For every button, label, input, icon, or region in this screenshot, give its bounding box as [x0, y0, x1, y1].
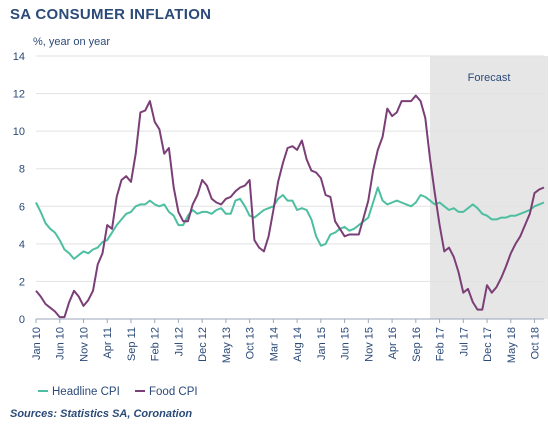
y-tick-label: 6 — [19, 201, 25, 213]
forecast-label: Forecast — [468, 72, 511, 84]
x-tick-label: Jan 15 — [316, 327, 328, 360]
x-tick-label: Oct 13 — [245, 327, 257, 359]
y-tick-label: 2 — [19, 276, 25, 288]
x-tick-label: Dec 12 — [197, 327, 209, 362]
y-tick-label: 14 — [13, 51, 25, 63]
x-tick-label: Feb 12 — [150, 327, 162, 361]
x-tick-label: Apr 16 — [387, 327, 399, 359]
x-tick-label: Aug 14 — [292, 327, 304, 362]
y-tick-label: 12 — [13, 89, 25, 101]
y-tick-label: 4 — [19, 239, 25, 251]
x-tick-label: Mar 14 — [268, 327, 280, 361]
y-tick-label: 0 — [19, 314, 25, 326]
x-tick-label: Apr 11 — [102, 327, 114, 359]
x-tick-label: Nov 10 — [78, 327, 90, 362]
headline-cpi-line — [35, 186, 545, 260]
x-tick-label: Jul 17 — [458, 327, 470, 356]
x-tick-label: Sep 11 — [126, 327, 138, 361]
x-tick-label: Jun 10 — [55, 327, 67, 360]
y-axis-label: %, year on year — [33, 36, 110, 48]
legend-headline-cpi-label: Headline CPI — [52, 386, 120, 398]
x-tick-label: Nov 15 — [363, 327, 375, 362]
y-tick-label: 10 — [13, 126, 25, 138]
forecast-region — [430, 56, 548, 319]
x-tick-label: Jul 12 — [173, 327, 185, 356]
x-tick-label: May 18 — [506, 327, 518, 363]
x-tick-label: Sep 16 — [411, 327, 423, 362]
x-tick-label: Feb 17 — [435, 327, 447, 361]
y-tick-label: 8 — [19, 164, 25, 176]
food-cpi-line — [35, 94, 545, 319]
x-tick-label: Oct 18 — [530, 327, 542, 359]
x-tick-label: Jan 10 — [31, 327, 43, 360]
source-note: Sources: Statistics SA, Coronation — [10, 408, 193, 420]
legend-food-cpi-label: Food CPI — [149, 386, 198, 398]
x-tick-label: Jun 15 — [340, 327, 352, 360]
x-tick-label: May 13 — [221, 327, 233, 363]
x-tick-label: Dec 17 — [482, 327, 494, 362]
chart-title: SA CONSUMER INFLATION — [10, 6, 212, 23]
